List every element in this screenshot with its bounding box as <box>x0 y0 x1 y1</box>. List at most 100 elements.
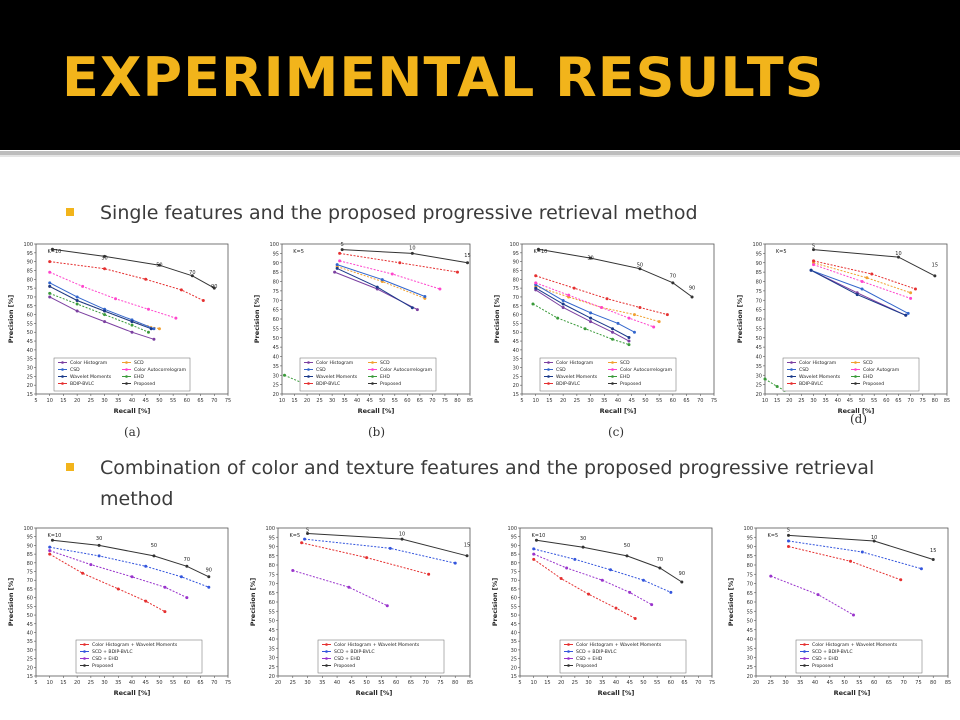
x-tick-label: 25 <box>88 398 94 404</box>
x-tick-label: 70 <box>423 680 429 686</box>
point-label: 50 <box>624 543 630 549</box>
data-point <box>589 316 593 320</box>
x-tick-label: 55 <box>856 680 862 686</box>
x-tick-label: 35 <box>797 680 803 686</box>
y-tick-label: 65 <box>273 308 279 314</box>
x-tick-label: 30 <box>585 680 591 686</box>
y-tick-label: 45 <box>513 339 519 345</box>
point-label: 50 <box>151 543 157 549</box>
chart-svg: 15 20 25 30 35 40 45 50 55 60 65 70 75 80 85 90 95 100 5 10… <box>7 526 231 697</box>
bullet-text: Single features and the proposed progres… <box>100 202 698 224</box>
y-axis-label: Precision [%] <box>253 295 261 343</box>
legend-marker <box>611 368 614 371</box>
x-tick-label: 65 <box>408 680 414 686</box>
data-point <box>185 564 189 568</box>
legend-entry: EHD <box>620 374 630 380</box>
data-point <box>589 320 593 324</box>
x-tick-label: 75 <box>709 680 715 686</box>
data-point <box>775 385 779 388</box>
y-tick-label: 25 <box>756 383 762 389</box>
series-line <box>813 264 911 299</box>
y-tick-label: 20 <box>756 392 762 398</box>
y-tick-label: 35 <box>747 646 753 652</box>
y-tick-label: 55 <box>269 609 275 615</box>
y-tick-label: 50 <box>273 336 279 342</box>
legend-marker <box>371 375 374 378</box>
y-tick-label: 90 <box>513 260 519 266</box>
y-tick-label: 35 <box>511 639 517 645</box>
data-point <box>812 248 816 252</box>
y-tick-label: 30 <box>756 373 762 379</box>
y-tick-label: 95 <box>756 251 762 257</box>
data-point <box>573 557 577 561</box>
data-point <box>611 327 615 331</box>
data-point <box>380 278 384 282</box>
legend-marker <box>83 657 86 660</box>
data-point <box>410 306 414 310</box>
title-divider-shadow <box>0 155 960 157</box>
data-point <box>572 286 576 290</box>
legend-marker <box>61 375 64 378</box>
legend-marker <box>854 361 857 364</box>
y-tick-label: 20 <box>511 665 517 671</box>
x-tick-label: 50 <box>640 680 646 686</box>
x-tick-label: 50 <box>363 680 369 686</box>
data-point <box>625 554 629 558</box>
y-tick-label: 80 <box>747 563 753 569</box>
data-point <box>567 293 571 297</box>
x-tick-label: 40 <box>354 398 360 404</box>
x-tick-label: 80 <box>454 398 460 404</box>
data-point <box>455 270 459 274</box>
x-tick-label: 75 <box>442 398 448 404</box>
legend-entry: Proposed <box>812 663 833 669</box>
y-tick-label: 80 <box>511 561 517 567</box>
legend-box <box>795 639 923 674</box>
x-tick-label: 35 <box>599 680 605 686</box>
legend-entry: CSD <box>316 367 326 373</box>
x-tick-label: 70 <box>211 680 217 686</box>
chart-e: 15 20 25 30 35 40 45 50 55 60 65 70 75 80 85 90 95 100 5 10… <box>6 524 234 700</box>
series-line <box>49 550 188 599</box>
x-tick-label: 70 <box>429 398 435 404</box>
data-point <box>338 251 342 255</box>
data-point <box>365 556 369 560</box>
y-tick-label: 15 <box>513 392 519 398</box>
legend-entry: Wavelet Moments <box>70 374 112 380</box>
data-point <box>423 295 427 298</box>
y-tick-label: 85 <box>756 270 762 276</box>
y-tick-label: 40 <box>756 355 762 361</box>
legend-marker <box>307 368 310 371</box>
data-point <box>561 302 565 306</box>
legend-entry: SCD <box>134 360 144 366</box>
legend-marker <box>611 361 614 364</box>
data-point <box>906 311 910 315</box>
data-point <box>427 572 431 576</box>
x-tick-label: 10 <box>531 680 537 686</box>
legend-marker <box>325 643 328 646</box>
point-label: 70 <box>670 273 676 279</box>
x-tick-label: 40 <box>613 680 619 686</box>
y-tick-label: 80 <box>756 280 762 286</box>
x-tick-label: 5 <box>34 680 37 686</box>
legend-box <box>299 357 437 392</box>
data-point <box>465 554 469 558</box>
y-tick-label: 40 <box>513 348 519 354</box>
legend-entry: SCD + BDIP-BVLC <box>576 649 617 655</box>
x-tick-label: 40 <box>812 680 818 686</box>
data-point <box>48 270 52 274</box>
y-tick-label: 70 <box>513 295 519 301</box>
data-point <box>146 330 150 334</box>
legend-marker <box>790 361 793 364</box>
x-tick-label: 15 <box>544 680 550 686</box>
x-tick-label: 25 <box>88 680 94 686</box>
data-point <box>385 604 389 608</box>
point-label: 90 <box>206 567 212 573</box>
x-tick-label: 35 <box>601 398 607 404</box>
legend-entry: Proposed <box>863 381 884 387</box>
y-tick-label: 70 <box>273 298 279 304</box>
data-point <box>632 313 636 317</box>
data-point <box>860 280 864 283</box>
legend-entry: Color Autocorrelogram <box>380 367 433 373</box>
y-axis-label: Precision [%] <box>7 578 15 626</box>
y-tick-label: 75 <box>269 572 275 578</box>
